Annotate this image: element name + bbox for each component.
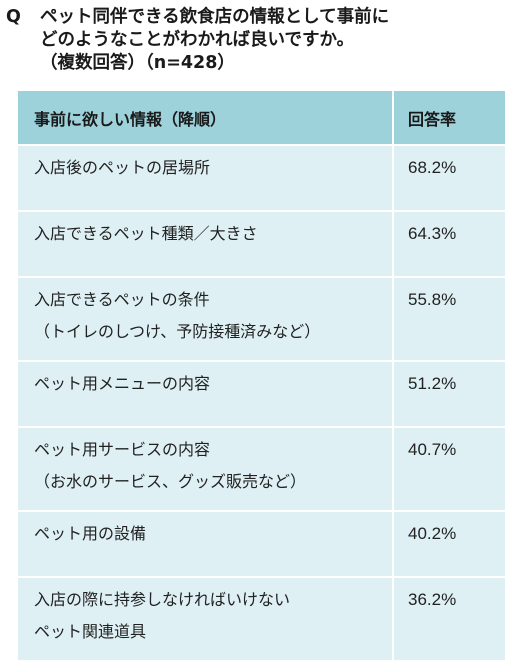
header-response-rate: 回答率 (393, 91, 505, 146)
response-rate-cell: 36.2% (393, 577, 505, 662)
question-mark: Q (6, 7, 21, 27)
info-item-text: 入店できるペットの条件 (34, 290, 210, 309)
table-row: 入店後のペットの居場所 68.2% (18, 145, 505, 212)
info-item-cell: 入店後のペットの居場所 (18, 145, 394, 212)
question-text-line-2: どのようなことがわかれば良いですか。 (40, 30, 355, 50)
info-item-cell: ペット用サービスの内容 （お水のサービス、グッズ販売など） (18, 427, 394, 512)
question-text-line-1: ペット同伴できる飲食店の情報として事前に (40, 7, 390, 27)
response-rate-cell: 68.2% (393, 145, 505, 212)
info-item-text: ペット用サービスの内容 (34, 440, 211, 459)
table-header-row: 事前に欲しい情報（降順） 回答率 (18, 91, 505, 146)
info-item-note: （トイレのしつけ、予防接種済みなど） (34, 322, 321, 341)
info-item-cell: 入店できるペットの条件 （トイレのしつけ、予防接種済みなど） (18, 277, 394, 362)
question-sample-note: （複数回答）（n=428） (40, 53, 235, 73)
info-item-text: 入店できるペット種類／大きさ (34, 224, 258, 243)
response-rate-cell: 40.7% (393, 427, 505, 512)
response-rate-cell: 64.3% (393, 211, 505, 278)
info-item-text: 入店の際に持参しなければいけない (34, 590, 291, 609)
response-rate-cell: 51.2% (393, 361, 505, 428)
results-table: 事前に欲しい情報（降順） 回答率 入店後のペットの居場所 68.2% 入店できる… (18, 91, 505, 662)
info-item-cell: ペット用の設備 (18, 511, 394, 578)
table-row: ペット用の設備 40.2% (18, 511, 505, 578)
table-row: 入店できるペット種類／大きさ 64.3% (18, 211, 505, 278)
info-item-text: 入店後のペットの居場所 (34, 158, 211, 177)
info-item-note: （お水のサービス、グッズ販売など） (34, 472, 307, 491)
info-item-text: ペット用の設備 (34, 524, 147, 543)
info-item-text: ペット用メニューの内容 (34, 374, 211, 393)
table-row: 入店の際に持参しなければいけない ペット関連道具 36.2% (18, 577, 505, 662)
question-line-1: Q ペット同伴できる飲食店の情報として事前に (4, 6, 508, 29)
response-rate-cell: 40.2% (393, 511, 505, 578)
table-row: ペット用メニューの内容 51.2% (18, 361, 505, 428)
info-item-text-cont: ペット関連道具 (34, 622, 147, 641)
info-item-cell: 入店できるペット種類／大きさ (18, 211, 394, 278)
question-line-3: （複数回答）（n=428） (4, 52, 508, 75)
survey-question: Q ペット同伴できる飲食店の情報として事前に どのようなことがわかれば良いですか… (4, 6, 508, 75)
response-rate-cell: 55.8% (393, 277, 505, 362)
info-item-cell: ペット用メニューの内容 (18, 361, 394, 428)
question-line-2: どのようなことがわかれば良いですか。 (4, 29, 508, 52)
table-row: ペット用サービスの内容 （お水のサービス、グッズ販売など） 40.7% (18, 427, 505, 512)
table-row: 入店できるペットの条件 （トイレのしつけ、予防接種済みなど） 55.8% (18, 277, 505, 362)
info-item-cell: 入店の際に持参しなければいけない ペット関連道具 (18, 577, 394, 662)
header-info-wanted: 事前に欲しい情報（降順） (18, 91, 394, 146)
